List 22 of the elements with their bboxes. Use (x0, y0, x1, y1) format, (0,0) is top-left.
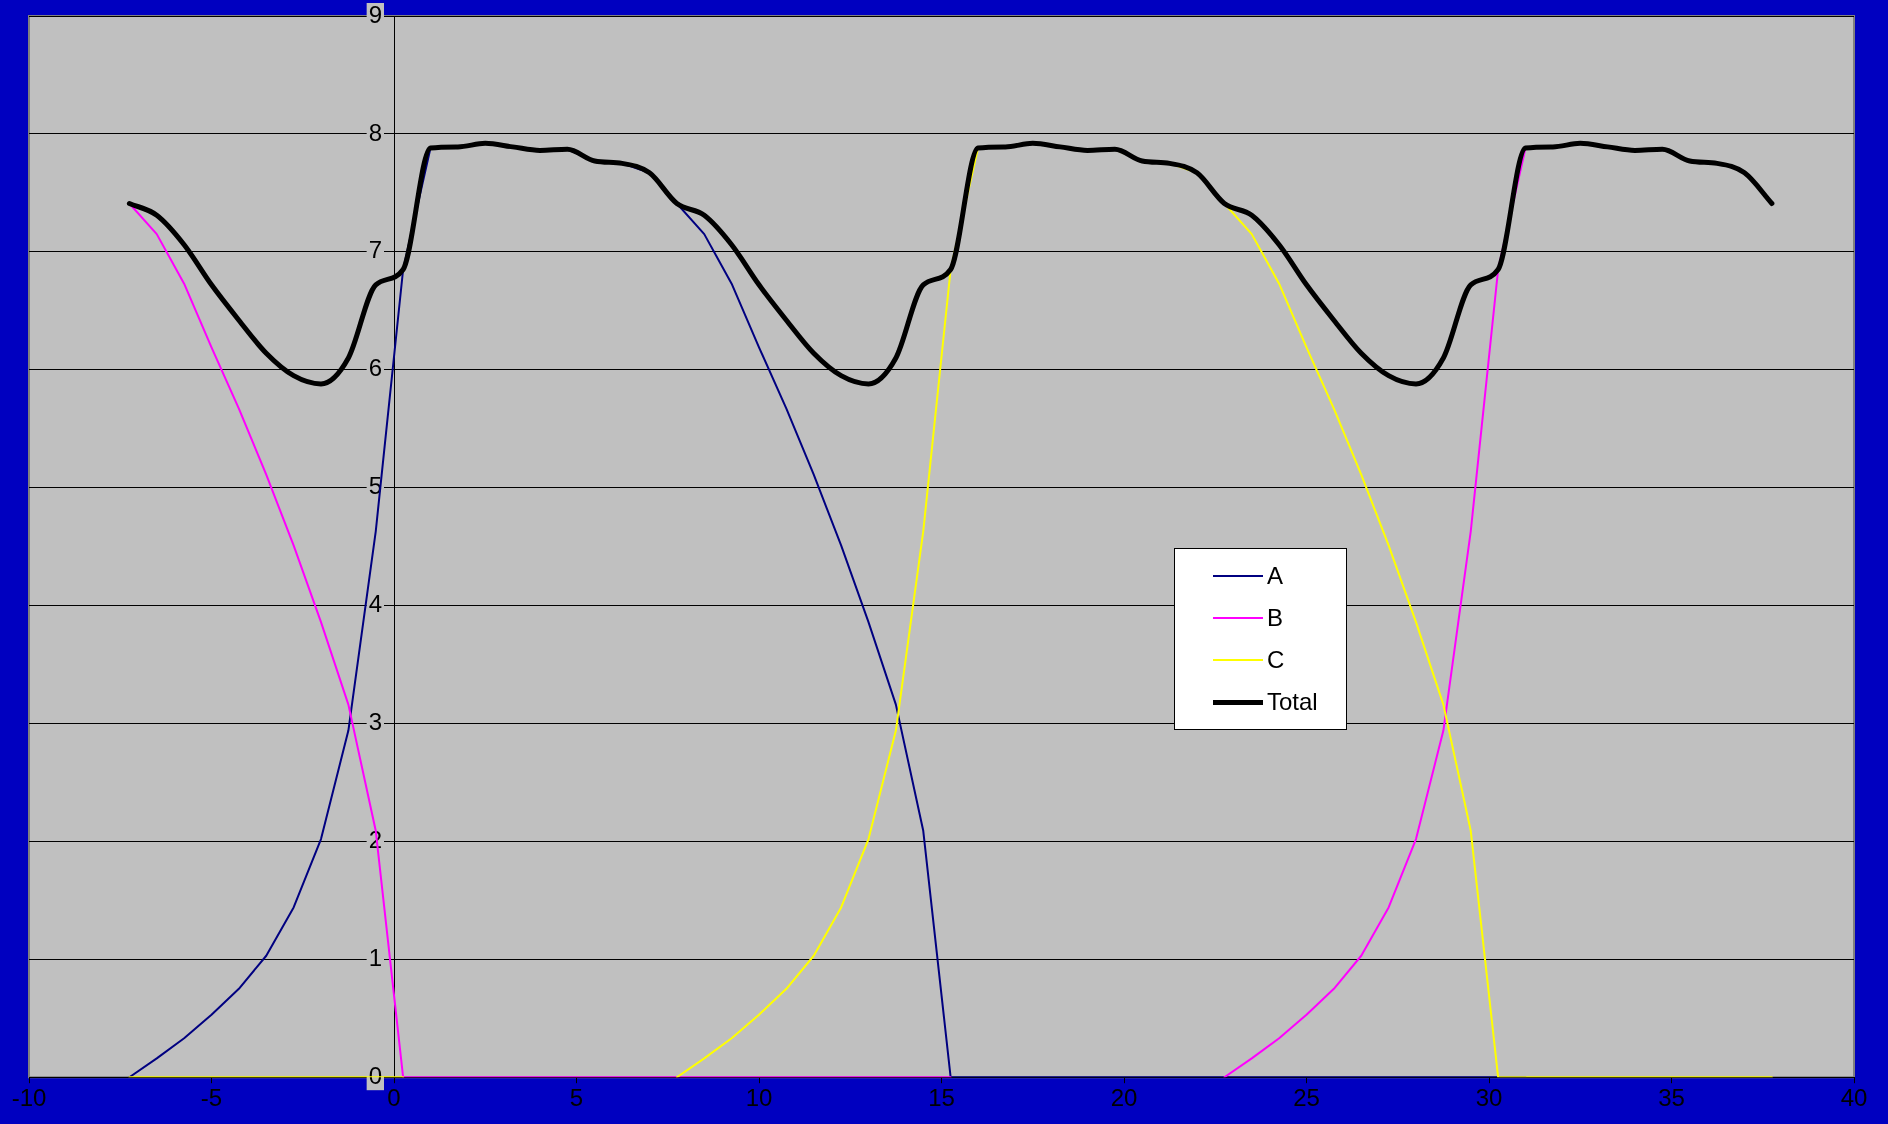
x-tick-label: 40 (1840, 1084, 1868, 1112)
x-tick-label: 0 (387, 1084, 401, 1112)
y-tick-label: 6 (368, 354, 382, 382)
x-tick-label: -5 (200, 1084, 223, 1112)
x-tick-label: 30 (1475, 1084, 1503, 1112)
y-tick-label: 4 (368, 590, 382, 618)
x-tick-label: -10 (11, 1084, 47, 1112)
x-tick-label: 10 (745, 1084, 773, 1112)
legend-label: C (1267, 646, 1285, 674)
y-tick-label: 3 (368, 708, 382, 736)
x-tick-label: 20 (1110, 1084, 1138, 1112)
x-tick-label: 5 (569, 1084, 584, 1112)
y-tick-label: 7 (368, 236, 382, 264)
legend-label: Total (1267, 688, 1318, 716)
y-tick-label: 9 (368, 0, 382, 28)
legend-label: B (1267, 604, 1284, 632)
legend-label: A (1267, 562, 1284, 590)
x-tick-label: 35 (1658, 1084, 1685, 1112)
x-tick-label: 25 (1293, 1084, 1320, 1112)
y-tick-label: 1 (368, 943, 382, 971)
y-tick-label: 8 (368, 118, 382, 146)
x-tick-label: 15 (928, 1084, 955, 1112)
